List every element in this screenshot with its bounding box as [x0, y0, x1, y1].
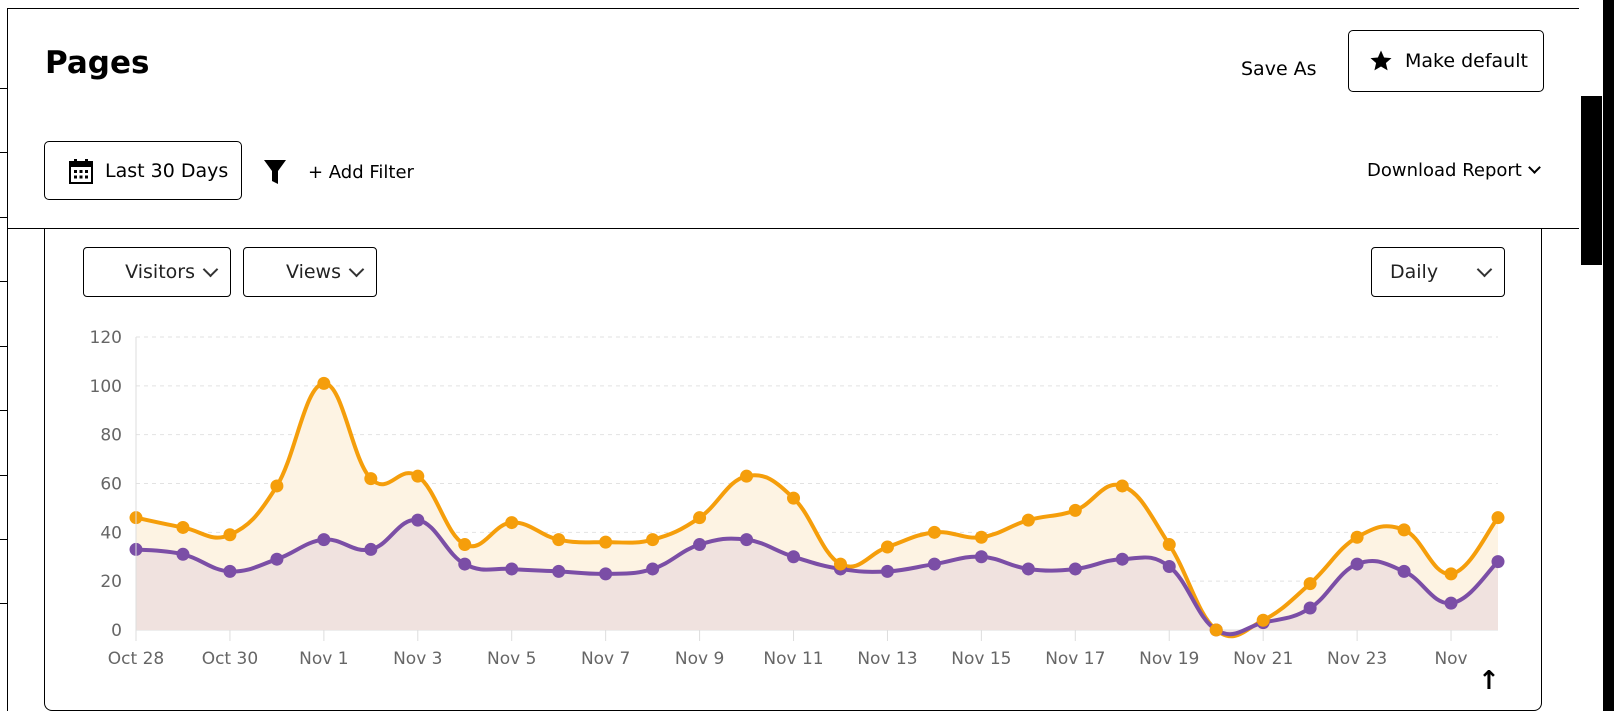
- save-as-button[interactable]: Save As: [1241, 58, 1317, 80]
- page-header: Pages Save As Make default Last 30 Days …: [8, 9, 1579, 229]
- download-report-label: Download Report: [1367, 160, 1522, 181]
- date-range-button[interactable]: Last 30 Days: [44, 141, 242, 200]
- make-default-button[interactable]: Make default: [1348, 30, 1544, 92]
- visitors-metric-dropdown[interactable]: Visitors: [83, 247, 231, 297]
- make-default-label: Make default: [1405, 50, 1528, 72]
- interval-dropdown[interactable]: Daily: [1371, 247, 1505, 297]
- chevron-down-icon: [1528, 161, 1541, 174]
- divider: [0, 410, 8, 411]
- visitors-label: Visitors: [125, 261, 195, 283]
- divider: [0, 88, 8, 89]
- divider: [0, 217, 8, 218]
- chevron-down-icon: [202, 261, 219, 277]
- calendar-icon: [69, 158, 93, 184]
- download-report-dropdown[interactable]: Download Report: [1367, 160, 1541, 181]
- views-label: Views: [286, 261, 341, 283]
- chevron-down-icon: [1476, 261, 1493, 277]
- divider: [0, 152, 8, 153]
- filter-icon: [264, 160, 286, 184]
- arrow-up-icon[interactable]: ↑: [1478, 666, 1500, 696]
- chevron-down-icon: [348, 261, 365, 277]
- divider: [0, 539, 8, 540]
- divider: [0, 603, 8, 604]
- add-filter-label: + Add Filter: [308, 161, 414, 183]
- scrollbar-track[interactable]: [1603, 0, 1614, 711]
- page-title: Pages: [45, 45, 150, 81]
- date-range-label: Last 30 Days: [105, 159, 229, 182]
- star-icon: [1370, 50, 1392, 71]
- add-filter-button[interactable]: + Add Filter: [264, 159, 414, 185]
- top-border: [7, 8, 1579, 9]
- divider: [0, 346, 8, 347]
- left-border: [7, 8, 8, 711]
- chart-card: [44, 229, 1542, 711]
- divider: [0, 281, 8, 282]
- views-metric-dropdown[interactable]: Views: [243, 247, 377, 297]
- interval-label: Daily: [1390, 261, 1439, 283]
- divider: [0, 475, 8, 476]
- scrollbar-thumb[interactable]: [1581, 96, 1602, 265]
